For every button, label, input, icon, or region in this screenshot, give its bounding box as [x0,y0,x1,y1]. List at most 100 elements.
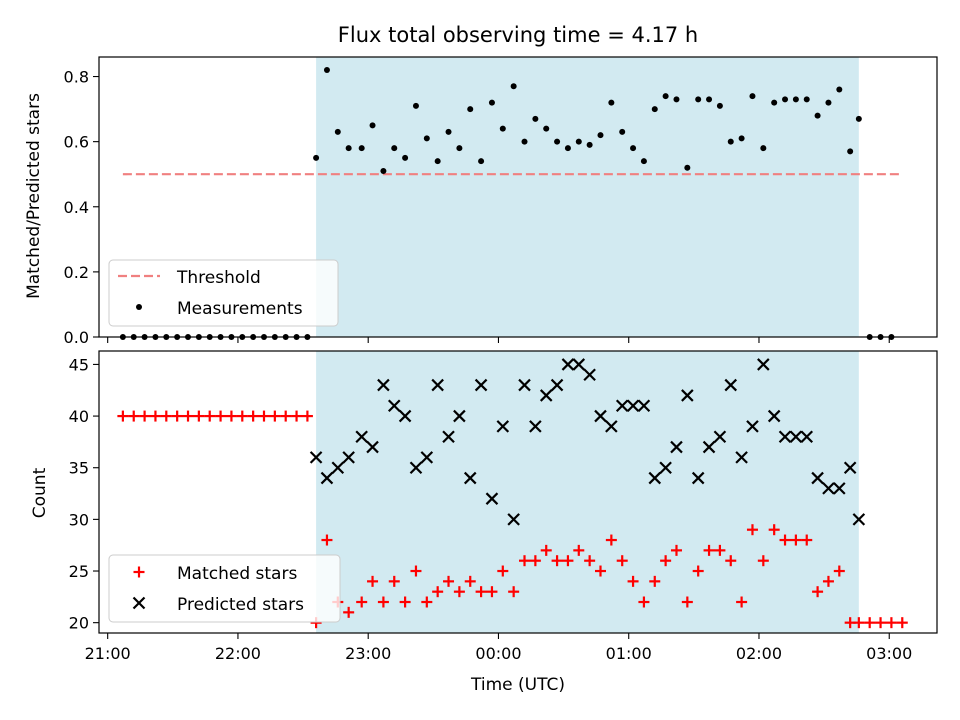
predicted-star-point [409,461,423,475]
measurement-point [855,115,862,122]
measurement-point [608,99,615,106]
predicted-star-point-b [442,430,455,444]
matched-star-point [594,565,606,577]
predicted-star-point-b [485,492,499,505]
predicted-star-point-b [529,420,542,433]
bottom-xtick-label: 00:00 [475,644,521,663]
matched-star-point [616,555,628,567]
predicted-star-point [746,420,759,433]
predicted-star-point [594,409,607,423]
matched-star-point [660,555,672,567]
matched-star-point [475,586,487,598]
measurement-point [434,158,441,165]
measurement-point [619,128,626,135]
legend-predicted-swatch-b [132,596,146,610]
predicted-star-point [331,461,345,475]
measurement-point [847,148,854,155]
predicted-star-point [431,378,444,392]
predicted-star-point-b [735,451,748,464]
matched-star-point [529,555,541,567]
matched-star-point [692,565,704,577]
predicted-star-point-b [648,471,662,485]
predicted-star-point-b [637,399,651,413]
predicted-star-point [789,430,803,444]
predicted-star-point [320,471,334,485]
top-legend-box [108,259,339,327]
matched-star-point [182,410,194,422]
matched-star-point [725,555,737,567]
predicted-star-point [670,440,683,454]
predicted-star-point [681,389,694,402]
measurement-point [334,128,341,135]
predicted-star-point-b [724,378,738,392]
bottom-observing-window [316,351,859,633]
bottom-xtick-label: 21:00 [85,644,131,663]
matched-star-point [779,534,791,546]
measurement-point [575,138,582,145]
measurement-point [749,93,756,100]
predicted-star-point [615,399,629,413]
predicted-star-point-b [702,440,716,454]
predicted-star-point [843,461,857,475]
matched-star-point [649,575,661,587]
matched-star-point [280,410,292,422]
predicted-star-point-b [691,471,705,485]
matched-star-point [864,617,876,629]
matched-star-point [746,524,758,536]
top-panel: 0.0 0.2 0.4 0.6 0.8 Threshold Measurements [64,56,938,347]
predicted-star-point [583,368,596,382]
measurement-point [445,128,452,135]
measurement-point [771,99,778,106]
legend-measurements-swatch [136,304,142,310]
measurement-point [640,158,647,165]
matched-star-point [573,544,585,556]
predicted-star-point-b [431,378,444,392]
predicted-star-point-b [496,420,510,433]
x-axis-label: Time (UTC) [470,675,565,695]
matched-star-point [291,410,303,422]
predicted-star-point [561,358,575,371]
predicted-star-point-b [377,378,390,392]
measurement-point [467,106,474,113]
top-observing-window [316,57,859,337]
predicted-star-point [822,482,835,495]
predicted-star-point [342,451,355,464]
predicted-star-point [605,420,618,433]
predicted-star-point [778,430,792,444]
predicted-star-point [800,430,814,444]
matched-star-point [670,544,682,556]
matched-star-point [377,596,389,608]
legend-predicted-swatch [132,596,146,610]
predicted-star-point [366,440,379,454]
measurement-point [760,145,767,152]
top-legend: Threshold Measurements [108,259,339,327]
predicted-star-point [463,471,477,485]
predicted-star-point [572,358,586,371]
predicted-star-point-b [811,471,824,485]
measurement-point [814,112,821,119]
measurement-point [313,154,320,161]
matched-star-point [247,410,259,422]
matched-star-point [225,410,237,422]
matched-star-point [236,410,248,422]
bottom-xtick-label: 22:00 [215,644,261,663]
matched-star-point [215,410,227,422]
bottom-ytick-label: 45 [69,355,89,374]
matched-star-point [562,555,574,567]
matched-star-point [139,410,151,422]
predicted-star-point-b [561,358,575,371]
measurement-point [543,125,550,132]
predicted-star-point-b [822,482,835,495]
matched-star-point [853,617,865,629]
measurement-point [684,164,691,171]
measurement-point [597,132,604,139]
matched-star-point [875,617,887,629]
predicted-star-point-b [331,461,345,475]
matched-star-point [410,565,422,577]
predicted-star-point [550,378,564,392]
chart-title: Flux total observing time = 4.17 h [338,23,698,47]
top-axes-frame [98,56,938,338]
predicted-star-point-b [789,430,803,444]
predicted-star-point-b [453,409,466,423]
